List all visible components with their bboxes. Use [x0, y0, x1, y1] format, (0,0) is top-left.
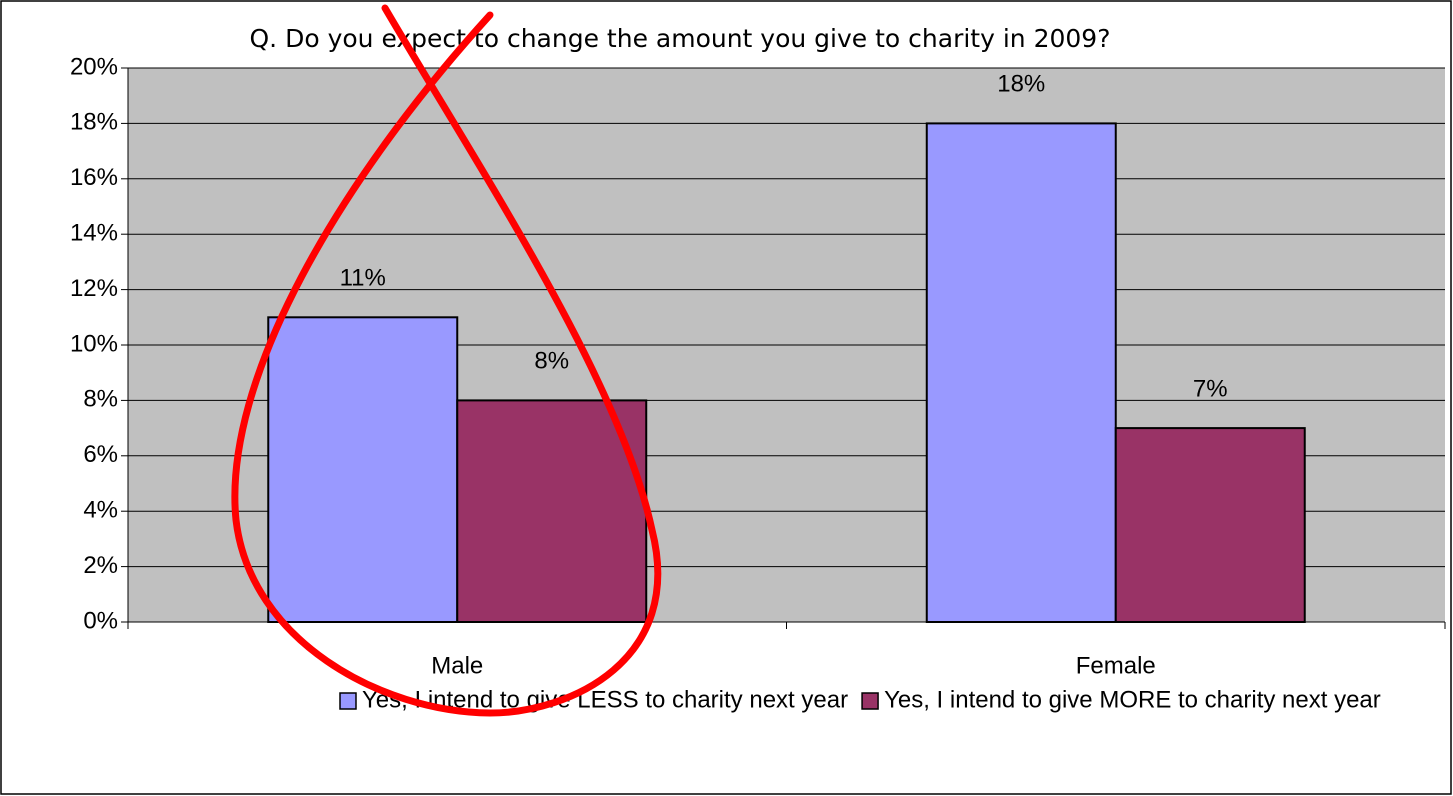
y-tick-label: 2% [83, 552, 118, 579]
value-label: 8% [534, 348, 569, 375]
legend-label: Yes, I intend to give MORE to charity ne… [884, 686, 1381, 713]
value-label: 18% [997, 71, 1045, 98]
legend: Yes, I intend to give LESS to charity ne… [339, 686, 1381, 713]
y-tick-label: 18% [70, 109, 118, 136]
annotation [231, 4, 662, 717]
y-tick-label: 8% [83, 386, 118, 413]
x-tick-label: Female [1076, 652, 1156, 679]
y-tick-label: 14% [70, 220, 118, 247]
chart-title: Q. Do you expect to change the amount yo… [250, 24, 1111, 53]
plot-area: 0% 2% 4% 6% 8% 10% 12% 14% 16% 18% 20% Male 11% 8% Fem… [70, 53, 1446, 679]
bar [1114, 427, 1306, 623]
red-loop [231, 4, 662, 717]
y-tick-label: 10% [70, 330, 118, 357]
value-label: 11% [340, 265, 386, 292]
bar [925, 122, 1117, 624]
y-tick-label: 16% [70, 164, 118, 191]
bar [267, 316, 459, 623]
legend-swatch [861, 692, 879, 710]
y-tick-label: 12% [70, 275, 118, 302]
y-tick-label: 0% [83, 607, 118, 634]
value-label: 7% [1193, 375, 1228, 402]
y-tick-label: 6% [83, 441, 118, 468]
x-tick-label: Male [431, 652, 483, 679]
legend-swatch [339, 692, 357, 710]
y-tick-label: 4% [83, 497, 118, 524]
y-tick-label: 20% [70, 53, 118, 80]
